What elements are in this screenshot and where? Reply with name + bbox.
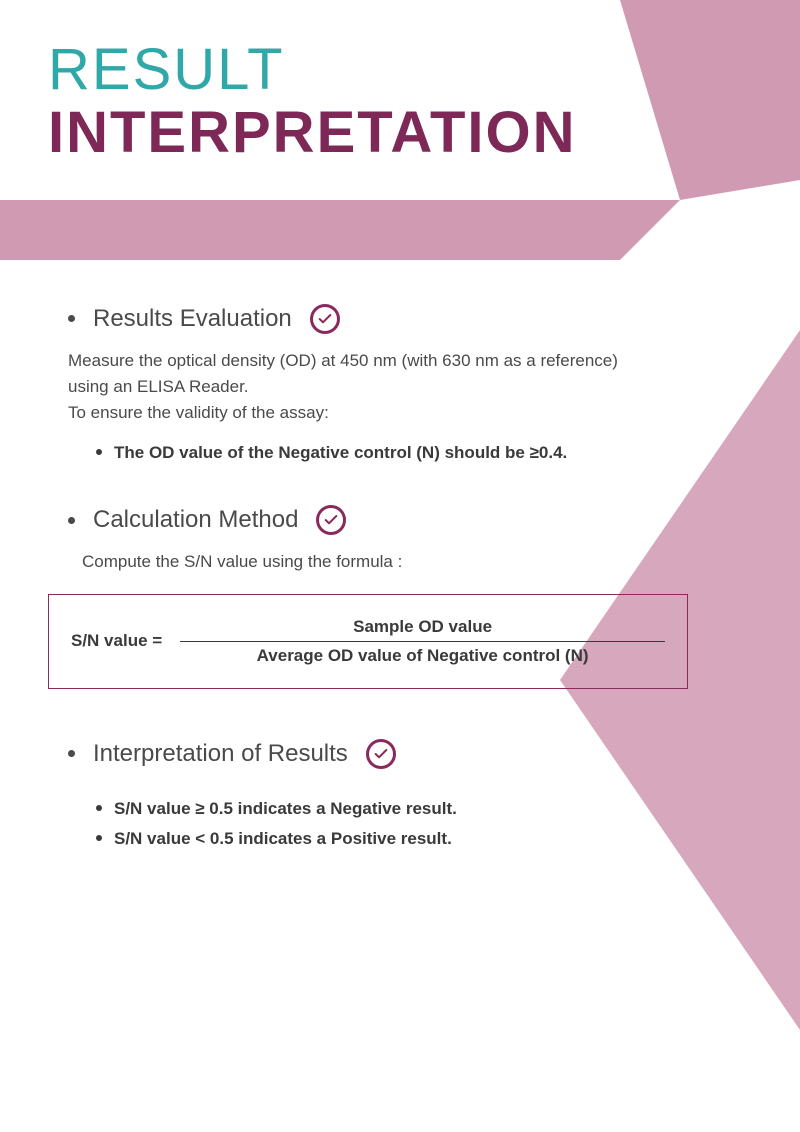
formula-fraction: Sample OD value Average OD value of Nega… bbox=[180, 613, 665, 670]
formula-lhs: S/N value = bbox=[71, 631, 162, 651]
section-title: Calculation Method bbox=[93, 506, 298, 534]
bullet-icon bbox=[96, 805, 102, 811]
list-item-text: The OD value of the Negative control (N)… bbox=[114, 441, 567, 466]
title-line-2: INTERPRETATION bbox=[48, 103, 752, 164]
list-item-text: S/N value ≥ 0.5 indicates a Negative res… bbox=[114, 797, 457, 822]
section-results-evaluation: Results Evaluation Measure the optical d… bbox=[68, 304, 648, 466]
bullet-icon bbox=[68, 750, 75, 757]
list-item: S/N value < 0.5 indicates a Positive res… bbox=[96, 827, 648, 852]
list-item: The OD value of the Negative control (N)… bbox=[96, 441, 648, 466]
bullet-icon bbox=[96, 835, 102, 841]
title-line-1: RESULT bbox=[48, 40, 752, 101]
checkmark-icon bbox=[310, 304, 340, 334]
section-title: Results Evaluation bbox=[93, 305, 292, 333]
list-item-text: S/N value < 0.5 indicates a Positive res… bbox=[114, 827, 452, 852]
bullet-icon bbox=[68, 517, 75, 524]
formula-box: S/N value = Sample OD value Average OD v… bbox=[48, 594, 688, 689]
section-title: Interpretation of Results bbox=[93, 740, 348, 768]
list-item: S/N value ≥ 0.5 indicates a Negative res… bbox=[96, 797, 648, 822]
page-title: RESULT INTERPRETATION bbox=[48, 40, 752, 164]
bullet-icon bbox=[68, 315, 75, 322]
section-interpretation: Interpretation of Results S/N value ≥ 0.… bbox=[68, 739, 648, 852]
checkmark-icon bbox=[366, 739, 396, 769]
checkmark-icon bbox=[316, 505, 346, 535]
section-body-text: Compute the S/N value using the formula … bbox=[82, 549, 648, 575]
section-body-text: Measure the optical density (OD) at 450 … bbox=[68, 348, 648, 427]
bullet-icon bbox=[96, 449, 102, 455]
section-calculation-method: Calculation Method Compute the S/N value… bbox=[68, 505, 648, 688]
formula-numerator: Sample OD value bbox=[353, 613, 492, 641]
formula-denominator: Average OD value of Negative control (N) bbox=[257, 642, 589, 670]
